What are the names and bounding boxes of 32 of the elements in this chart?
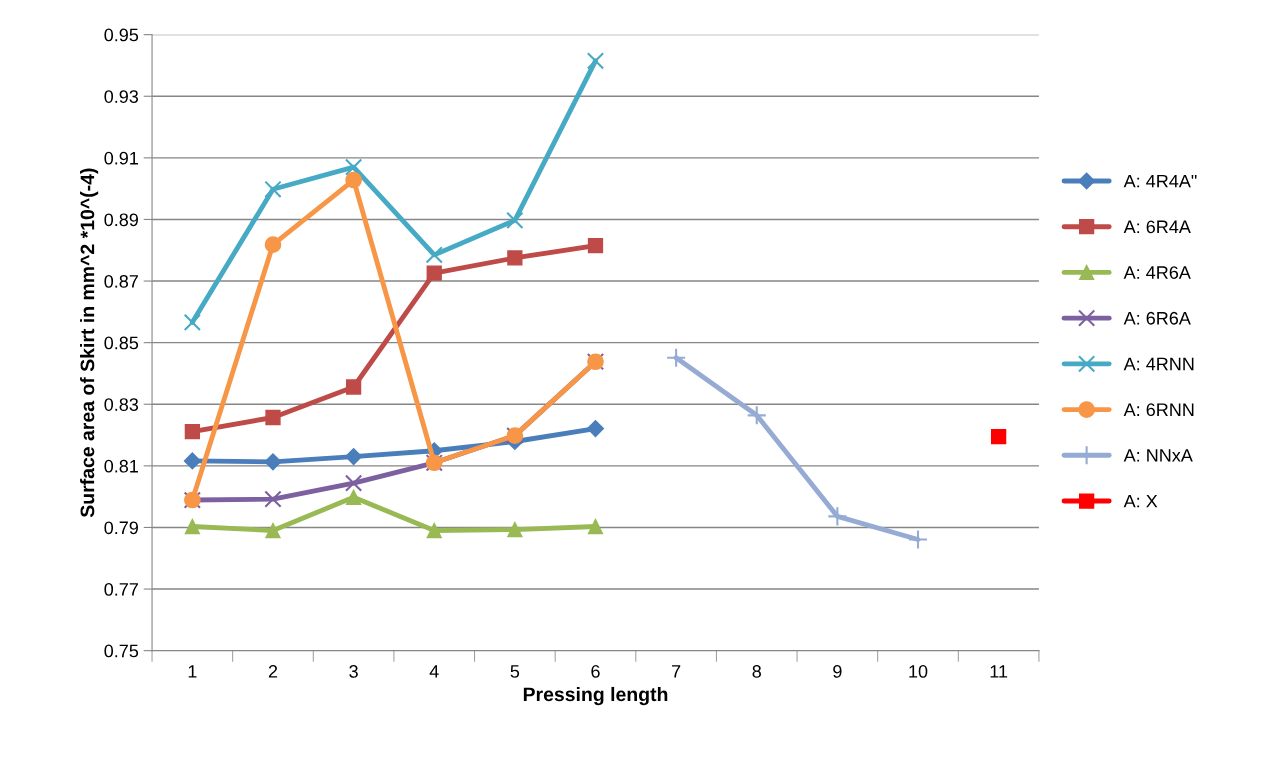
y-tick-label: 0.93 (104, 90, 139, 103)
legend-label: A: 4R4A" (1123, 174, 1197, 188)
y-tick-label: 0.91 (104, 151, 138, 165)
y-tick-label: 0.95 (104, 28, 139, 42)
legend-label: A: 6R6A (1123, 311, 1191, 325)
x-tick-label: 2 (268, 665, 278, 678)
y-tick-label: 0.89 (104, 213, 138, 227)
x-tick-label: 8 (752, 665, 761, 678)
legend-label: A: 6R4A (1123, 220, 1191, 234)
legend-label: A: 4RNN (1123, 357, 1194, 371)
x-axis-title: Pressing length (523, 686, 668, 706)
legend-label: A: 6RNN (1123, 403, 1194, 417)
x-tick-label: 1 (188, 665, 197, 678)
x-tick-label: 3 (349, 665, 358, 678)
legend-label: A: X (1123, 494, 1158, 508)
legend-label: A: 4R6A (1123, 266, 1191, 279)
x-tick-label: 10 (909, 665, 928, 678)
y-tick-label: 0.79 (104, 521, 138, 535)
y-tick-label: 0.81 (104, 459, 138, 473)
y-tick-label: 0.77 (104, 582, 138, 596)
x-tick-label: 4 (429, 665, 439, 678)
x-tick-label: 7 (672, 665, 681, 678)
x-tick-label: 11 (990, 665, 1008, 678)
y-tick-label: 0.87 (104, 274, 138, 288)
legend-label: A: NNxA (1123, 449, 1193, 462)
x-tick-label: 6 (591, 665, 600, 678)
y-tick-label: 0.75 (104, 644, 139, 658)
x-tick-label: 9 (833, 665, 842, 678)
y-tick-label: 0.85 (104, 336, 139, 350)
y-axis-title: Surface area of Skirt in mm^2 *10^(-4) (80, 168, 99, 518)
y-tick-label: 0.83 (104, 398, 139, 411)
x-tick-label: 5 (510, 665, 520, 678)
